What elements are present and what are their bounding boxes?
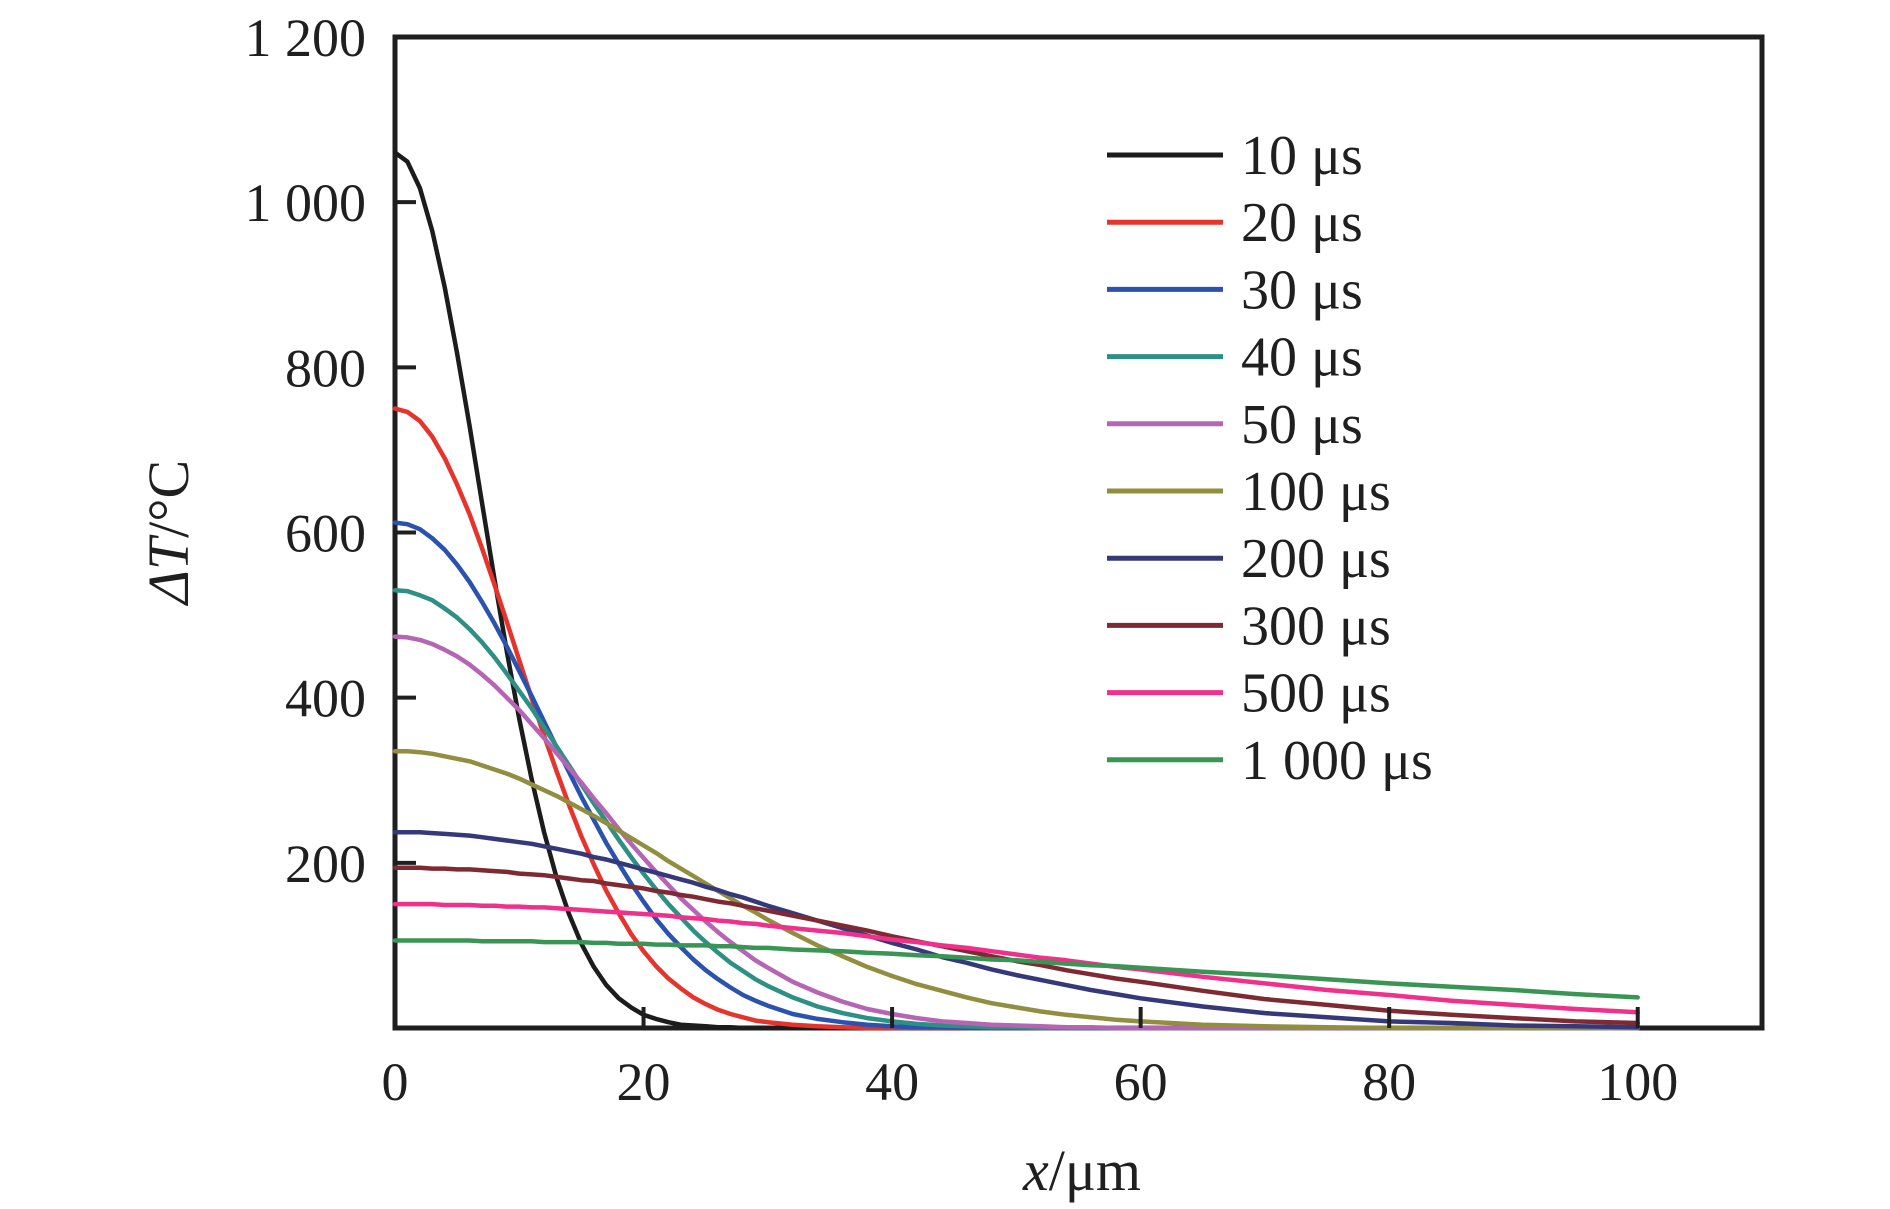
legend-item: 30 μs bbox=[1107, 259, 1363, 321]
legend-item: 100 μs bbox=[1107, 461, 1391, 523]
legend-item-label: 10 μs bbox=[1241, 125, 1363, 187]
y-tick-label: 1 200 bbox=[245, 8, 367, 68]
x-axis-title-variable: x bbox=[1022, 1138, 1049, 1203]
legend-item-label: 30 μs bbox=[1241, 259, 1363, 321]
x-tick-label: 100 bbox=[1597, 1052, 1678, 1112]
legend-item-label: 40 μs bbox=[1241, 327, 1363, 389]
y-tick-label: 800 bbox=[285, 338, 366, 398]
legend-item-label: 200 μs bbox=[1241, 528, 1391, 590]
x-axis-title-unit: /μm bbox=[1049, 1138, 1141, 1203]
legend-item: 200 μs bbox=[1107, 528, 1391, 590]
y-axis-title-unit: /°C bbox=[136, 460, 201, 538]
y-axis-title: ΔT/°C bbox=[136, 460, 201, 606]
series-line-50-μs bbox=[392, 634, 1640, 1031]
y-tick-label: 400 bbox=[285, 669, 366, 729]
y-tick-label: 600 bbox=[285, 504, 366, 564]
x-tick-label: 80 bbox=[1362, 1052, 1416, 1112]
legend-item: 500 μs bbox=[1107, 663, 1391, 725]
legend-item-label: 100 μs bbox=[1241, 461, 1391, 523]
x-axis-ticks: 0 20 40 60 80 100 bbox=[382, 1007, 1678, 1112]
series-line-10-μs bbox=[392, 150, 1640, 1031]
legend-item-label: 50 μs bbox=[1241, 394, 1363, 456]
legend-item: 300 μs bbox=[1107, 595, 1391, 657]
x-tick-label: 20 bbox=[617, 1052, 671, 1112]
x-tick-label: 0 bbox=[382, 1052, 409, 1112]
legend-item: 1 000 μs bbox=[1107, 730, 1433, 792]
series-line-300-μs bbox=[392, 865, 1640, 1026]
legend-item: 10 μs bbox=[1107, 125, 1363, 187]
legend-item: 40 μs bbox=[1107, 327, 1363, 389]
y-axis-ticks: 200 400 600 800 1 000 1 200 bbox=[245, 8, 416, 894]
legend-item: 20 μs bbox=[1107, 192, 1363, 254]
series-line-100-μs bbox=[392, 749, 1640, 1031]
x-tick-label: 60 bbox=[1114, 1052, 1168, 1112]
legend-item: 50 μs bbox=[1107, 394, 1363, 456]
y-tick-label: 200 bbox=[285, 834, 366, 894]
legend-item-label: 300 μs bbox=[1241, 595, 1391, 657]
series-line-20-μs bbox=[392, 406, 1640, 1031]
y-tick-label: 1 000 bbox=[245, 173, 367, 233]
x-tick-label: 40 bbox=[865, 1052, 919, 1112]
series-line-200-μs bbox=[392, 830, 1640, 1030]
legend-item-label: 1 000 μs bbox=[1241, 730, 1433, 792]
series-line-1-000-μs bbox=[392, 938, 1640, 1000]
series-line-30-μs bbox=[392, 520, 1640, 1031]
legend-item-label: 20 μs bbox=[1241, 192, 1363, 254]
y-axis-title-variable: ΔT bbox=[136, 534, 201, 606]
x-axis-title: x/μm bbox=[1022, 1138, 1141, 1203]
series-lines bbox=[392, 150, 1640, 1031]
legend-item-label: 500 μs bbox=[1241, 663, 1391, 725]
